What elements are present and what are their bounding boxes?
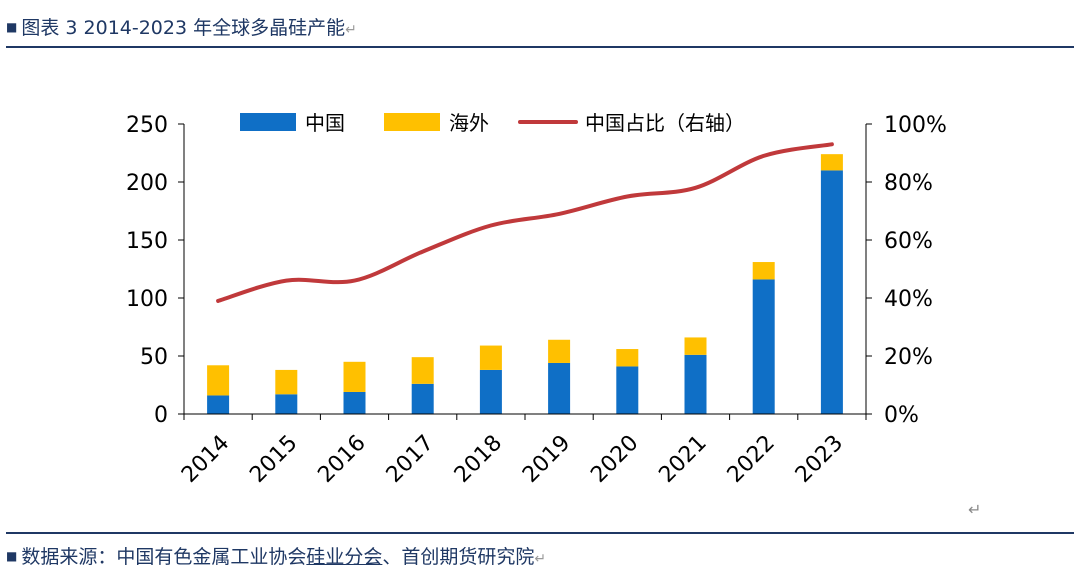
y-left-tick-label: 0 bbox=[154, 403, 168, 428]
figure-title: ■ 图表 3 2014-2023 年全球多晶硅产能↵ bbox=[6, 13, 357, 40]
x-tick-label-2019: 2019 bbox=[518, 431, 575, 488]
y-left-tick-label: 250 bbox=[126, 113, 168, 138]
bar-china-2014 bbox=[207, 395, 230, 414]
return-mark-icon: ↵ bbox=[345, 22, 357, 38]
bar-china-2017 bbox=[411, 383, 434, 414]
figure-title-bar: ■ 图表 3 2014-2023 年全球多晶硅产能↵ bbox=[6, 8, 1074, 48]
y-right-tick-label: 60% bbox=[884, 229, 933, 254]
bar-china-2019 bbox=[548, 362, 571, 414]
data-source: ■ 数据来源：中国有色金属工业协会硅业分会、首创期货研究院↵ bbox=[6, 542, 546, 569]
legend-label-china: 中国 bbox=[305, 111, 345, 135]
bar-overseas-2015 bbox=[275, 369, 298, 395]
figure-title-text: 图表 3 2014-2023 年全球多晶硅产能 bbox=[21, 17, 346, 39]
source-marker-icon: ■ bbox=[6, 549, 18, 563]
bar-overseas-2022 bbox=[752, 262, 775, 280]
chart-legend: 中国 海外 中国占比（右轴） bbox=[240, 111, 745, 135]
bar-overseas-2021 bbox=[684, 337, 707, 355]
y-right-tick-label: 40% bbox=[884, 287, 933, 312]
bar-china-2018 bbox=[479, 369, 502, 414]
x-tick-label-2020: 2020 bbox=[586, 431, 643, 488]
x-tick-label-2022: 2022 bbox=[723, 431, 780, 488]
bar-overseas-2014 bbox=[207, 365, 230, 396]
legend-swatch-china bbox=[240, 113, 296, 131]
bar-overseas-2020 bbox=[616, 349, 639, 367]
x-tick-label-2015: 2015 bbox=[245, 431, 302, 488]
bar-china-2021 bbox=[684, 354, 707, 414]
y-right-tick-label: 0% bbox=[884, 403, 919, 428]
legend-label-china-share: 中国占比（右轴） bbox=[585, 111, 745, 135]
legend-swatch-overseas bbox=[384, 113, 440, 131]
bar-overseas-2016 bbox=[343, 361, 366, 392]
source-suffix: 、首创期货研究院 bbox=[382, 546, 535, 568]
x-tick-label-2017: 2017 bbox=[382, 431, 439, 488]
bar-overseas-2018 bbox=[479, 345, 502, 370]
y-left-tick-label: 200 bbox=[126, 171, 168, 196]
bar-overseas-2019 bbox=[548, 339, 571, 363]
china-share-line bbox=[216, 142, 834, 303]
x-tick-label-2014: 2014 bbox=[177, 431, 234, 488]
source-prefix: 数据来源：中国有色金属工业协会 bbox=[21, 546, 307, 568]
bar-china-2016 bbox=[343, 391, 366, 414]
bar-overseas-2017 bbox=[411, 357, 434, 384]
bar-china-2015 bbox=[275, 394, 298, 414]
title-marker-icon: ■ bbox=[6, 20, 18, 34]
x-tick-label-2018: 2018 bbox=[450, 431, 507, 488]
y-left-tick-label: 100 bbox=[126, 287, 168, 312]
bar-china-2023 bbox=[820, 170, 843, 414]
y-right-tick-label: 20% bbox=[884, 345, 933, 370]
y-right-tick-label: 80% bbox=[884, 171, 933, 196]
bar-overseas-2023 bbox=[820, 154, 843, 171]
bar-china-2022 bbox=[752, 279, 775, 414]
return-mark-icon: ↵ bbox=[968, 500, 982, 519]
y-left-tick-label: 150 bbox=[126, 229, 168, 254]
x-tick-label-2016: 2016 bbox=[313, 431, 370, 488]
legend-label-overseas: 海外 bbox=[449, 111, 489, 135]
y-left-tick-label: 50 bbox=[140, 345, 168, 370]
source-underlined: 硅业分会 bbox=[306, 546, 383, 568]
x-tick-label-2021: 2021 bbox=[654, 431, 711, 488]
return-mark-icon: ↵ bbox=[534, 551, 547, 567]
x-tick-label-2023: 2023 bbox=[791, 431, 848, 488]
bar-china-2020 bbox=[616, 366, 639, 414]
y-right-tick-label: 100% bbox=[884, 113, 947, 138]
source-bar: ■ 数据来源：中国有色金属工业协会硅业分会、首创期货研究院↵ bbox=[6, 532, 1074, 578]
